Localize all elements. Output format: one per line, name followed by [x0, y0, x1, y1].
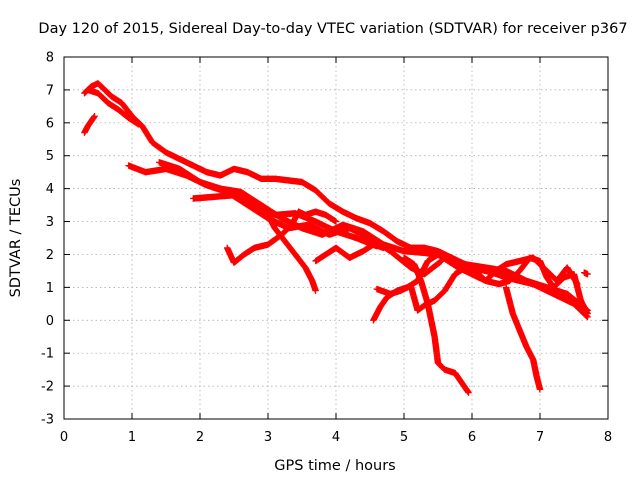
y-tick-label: 4: [46, 182, 54, 197]
data-point: [91, 113, 98, 120]
x-axis-label: GPS time / hours: [274, 458, 395, 474]
series-track-l: [400, 254, 472, 396]
x-tick-label: 3: [264, 430, 272, 445]
y-tick-label: 2: [46, 248, 54, 263]
data-points: [81, 80, 591, 396]
data-point: [584, 310, 591, 317]
y-tick-label: 1: [46, 281, 54, 296]
y-tick-label: 6: [46, 116, 54, 131]
x-tick-label: 7: [536, 430, 544, 445]
y-tick-label: -2: [41, 380, 54, 395]
data-point: [584, 271, 591, 278]
series-track-c: [81, 113, 98, 136]
y-tick-label: -1: [41, 347, 54, 362]
data-point: [574, 280, 581, 288]
series-track-m: [502, 284, 544, 393]
series-track-g: [224, 208, 340, 266]
grid: [64, 57, 608, 419]
x-tick-label: 2: [196, 430, 204, 445]
data-point: [312, 287, 319, 294]
x-tick-label: 1: [128, 430, 136, 445]
data-point: [380, 244, 387, 252]
data-point: [465, 389, 472, 396]
x-tick-label: 0: [60, 430, 68, 445]
data-point: [536, 386, 544, 393]
axis-ticks: [63, 56, 609, 420]
y-tick-label: 3: [46, 215, 54, 230]
x-tick-label: 6: [468, 430, 476, 445]
y-axis-label: SDTVAR / TECUs: [8, 179, 24, 298]
y-tick-label: 7: [46, 83, 54, 98]
x-tick-label: 5: [400, 430, 408, 445]
data-point: [332, 218, 340, 225]
series-track-h: [264, 211, 319, 294]
x-tick-labels: 0 1 2 3 4 5 6 7 8: [60, 430, 612, 445]
chart-title: Day 120 of 2015, Sidereal Day-to-day VTE…: [38, 21, 627, 37]
x-tick-label: 4: [332, 430, 340, 445]
y-tick-label: 0: [46, 314, 54, 329]
y-tick-label: -3: [41, 413, 54, 428]
y-tick-label: 8: [46, 51, 54, 66]
y-tick-labels: -3 -2 -1 0 1 2 3 4 5 6 7 8: [41, 51, 54, 428]
y-tick-label: 5: [46, 149, 54, 164]
data-point: [135, 121, 142, 128]
series-track-n: [581, 269, 591, 278]
series-track-i: [312, 241, 387, 265]
x-tick-label: 8: [604, 430, 612, 445]
series-track-b: [84, 86, 142, 128]
series-track-e: [156, 159, 591, 314]
